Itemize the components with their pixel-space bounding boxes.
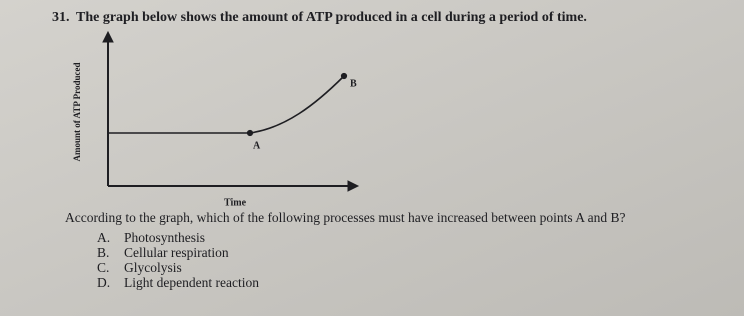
question-text: The graph below shows the amount of ATP … xyxy=(76,10,587,25)
x-arrow xyxy=(347,180,360,192)
choice-letter: D. xyxy=(97,275,110,290)
point-a-label: A xyxy=(253,140,261,151)
point-a-dot xyxy=(246,129,254,137)
x-axis-label: Time xyxy=(224,197,247,208)
graph xyxy=(102,30,360,192)
atp-curve xyxy=(108,75,345,134)
choice-letter: A. xyxy=(97,230,110,245)
choice-letter: C. xyxy=(97,260,109,275)
point-b-label: B xyxy=(350,78,357,89)
question-number: 31. xyxy=(52,10,70,25)
choice-letter: B. xyxy=(97,245,109,260)
y-arrow xyxy=(102,30,114,43)
choice-text: Cellular respiration xyxy=(124,245,229,260)
choice-text: Glycolysis xyxy=(124,260,182,275)
y-axis-label: Amount of ATP Produced xyxy=(72,63,82,162)
choice-text: Photosynthesis xyxy=(124,230,205,245)
point-b-dot xyxy=(340,72,348,80)
prompt: According to the graph, which of the fol… xyxy=(65,210,625,225)
choices: A. Photosynthesis B. Cellular respiratio… xyxy=(97,230,259,290)
choice-text: Light dependent reaction xyxy=(124,275,259,290)
